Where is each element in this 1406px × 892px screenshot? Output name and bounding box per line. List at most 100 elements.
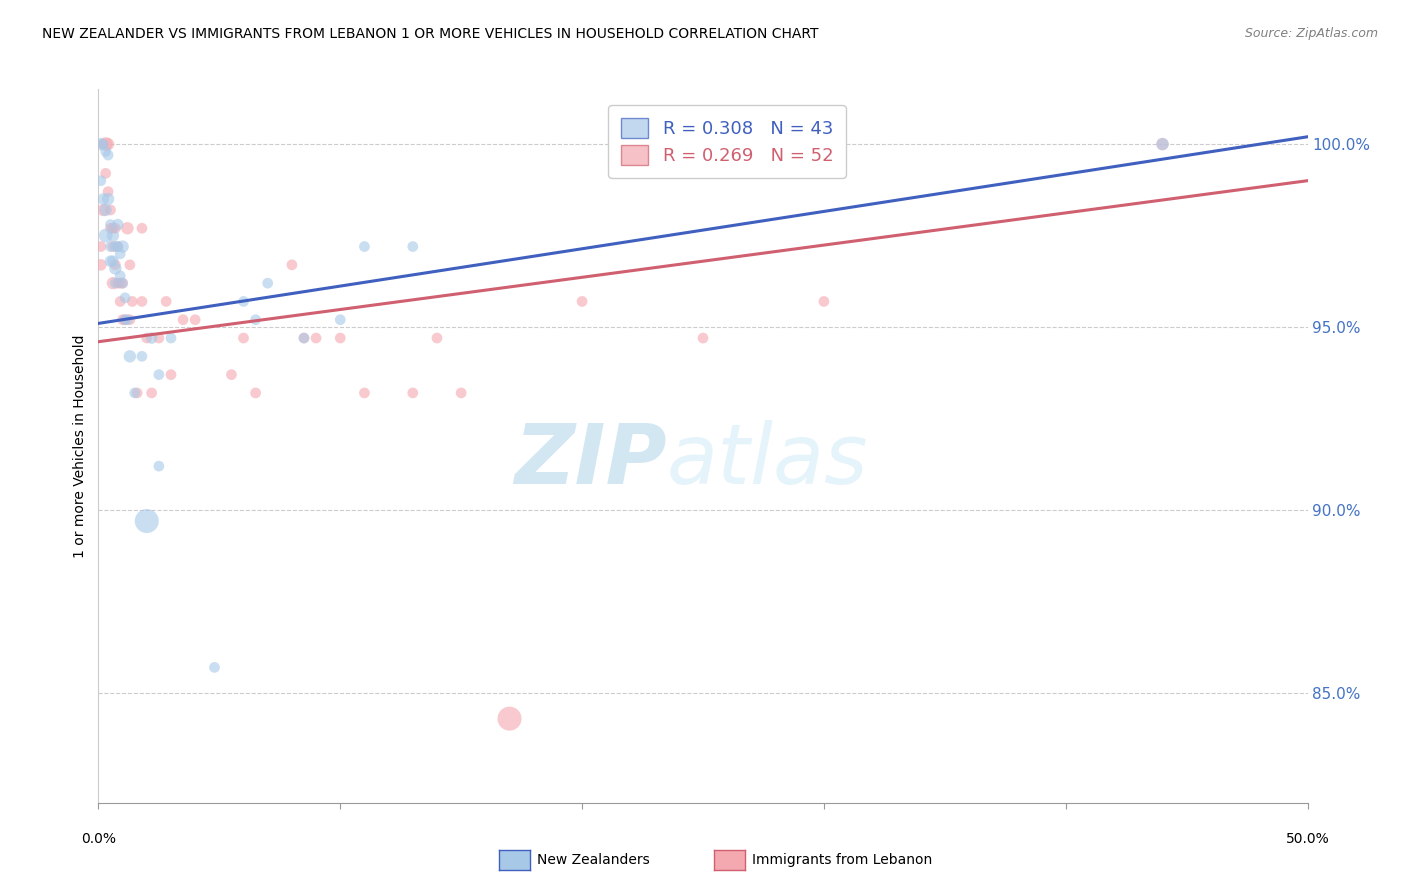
Point — [114, 312, 136, 326]
Point — [107, 239, 129, 253]
Point — [91, 192, 114, 206]
Point — [90, 258, 112, 272]
Point — [160, 368, 183, 382]
Point — [148, 368, 170, 382]
Point — [1152, 137, 1174, 152]
Text: 0.0%: 0.0% — [82, 832, 115, 847]
Point — [131, 349, 153, 363]
Point — [114, 312, 136, 326]
Point — [97, 137, 120, 152]
Point — [172, 312, 194, 326]
Point — [292, 331, 315, 345]
Point — [148, 459, 170, 474]
Text: New Zealanders: New Zealanders — [537, 853, 650, 867]
Point — [100, 254, 122, 268]
Point — [107, 276, 129, 290]
Point — [121, 294, 143, 309]
Point — [305, 331, 328, 345]
Point — [245, 312, 267, 326]
Point — [118, 349, 141, 363]
Point — [101, 239, 124, 253]
Point — [117, 312, 139, 326]
Point — [94, 228, 117, 243]
Point — [94, 137, 117, 152]
Point — [329, 331, 352, 345]
Text: 50.0%: 50.0% — [1285, 832, 1330, 847]
Point — [90, 174, 112, 188]
Point — [131, 294, 153, 309]
Point — [114, 291, 136, 305]
Point — [97, 148, 120, 162]
Point — [118, 258, 141, 272]
Point — [108, 294, 131, 309]
Point — [94, 166, 117, 180]
Point — [256, 276, 278, 290]
Point — [692, 331, 714, 345]
Point — [450, 386, 472, 401]
Point — [111, 312, 134, 326]
Point — [118, 312, 141, 326]
Point — [353, 386, 375, 401]
Point — [104, 258, 127, 272]
Point — [107, 239, 129, 253]
Point — [104, 276, 127, 290]
Point — [292, 331, 315, 345]
Point — [1152, 137, 1174, 152]
Point — [135, 331, 157, 345]
Point — [97, 192, 120, 206]
Point — [104, 261, 127, 276]
Point — [94, 202, 117, 217]
Point — [97, 185, 120, 199]
Point — [111, 276, 134, 290]
Point — [353, 239, 375, 253]
Point — [111, 276, 134, 290]
Point — [141, 386, 163, 401]
Point — [107, 218, 129, 232]
Point — [135, 514, 157, 528]
Point — [141, 331, 163, 345]
Point — [104, 221, 127, 235]
Point — [91, 137, 114, 152]
Point — [221, 368, 243, 382]
Point — [232, 331, 254, 345]
Text: Immigrants from Lebanon: Immigrants from Lebanon — [752, 853, 932, 867]
Point — [131, 221, 153, 235]
Point — [127, 386, 149, 401]
Point — [91, 137, 114, 152]
Point — [100, 202, 122, 217]
Point — [571, 294, 593, 309]
Point — [124, 386, 146, 401]
Text: NEW ZEALANDER VS IMMIGRANTS FROM LEBANON 1 OR MORE VEHICLES IN HOUSEHOLD CORRELA: NEW ZEALANDER VS IMMIGRANTS FROM LEBANON… — [42, 27, 818, 41]
Point — [100, 218, 122, 232]
Point — [100, 239, 122, 253]
Point — [148, 331, 170, 345]
Point — [104, 239, 127, 253]
Text: ZIP: ZIP — [515, 420, 666, 500]
Point — [100, 221, 122, 235]
Point — [108, 247, 131, 261]
Text: atlas: atlas — [666, 420, 869, 500]
Point — [101, 276, 124, 290]
Point — [204, 660, 226, 674]
Point — [426, 331, 449, 345]
Point — [498, 712, 520, 726]
Point — [90, 239, 112, 253]
Point — [232, 294, 254, 309]
Point — [329, 312, 352, 326]
Point — [402, 239, 425, 253]
Point — [101, 254, 124, 268]
Point — [101, 221, 124, 235]
Point — [160, 331, 183, 345]
Point — [91, 202, 114, 217]
Point — [111, 239, 134, 253]
Point — [155, 294, 177, 309]
Point — [94, 145, 117, 159]
Point — [101, 228, 124, 243]
Point — [90, 137, 112, 152]
Point — [402, 386, 425, 401]
Y-axis label: 1 or more Vehicles in Household: 1 or more Vehicles in Household — [73, 334, 87, 558]
Point — [117, 221, 139, 235]
Legend: R = 0.308   N = 43, R = 0.269   N = 52: R = 0.308 N = 43, R = 0.269 N = 52 — [609, 105, 846, 178]
Point — [184, 312, 207, 326]
Point — [281, 258, 304, 272]
